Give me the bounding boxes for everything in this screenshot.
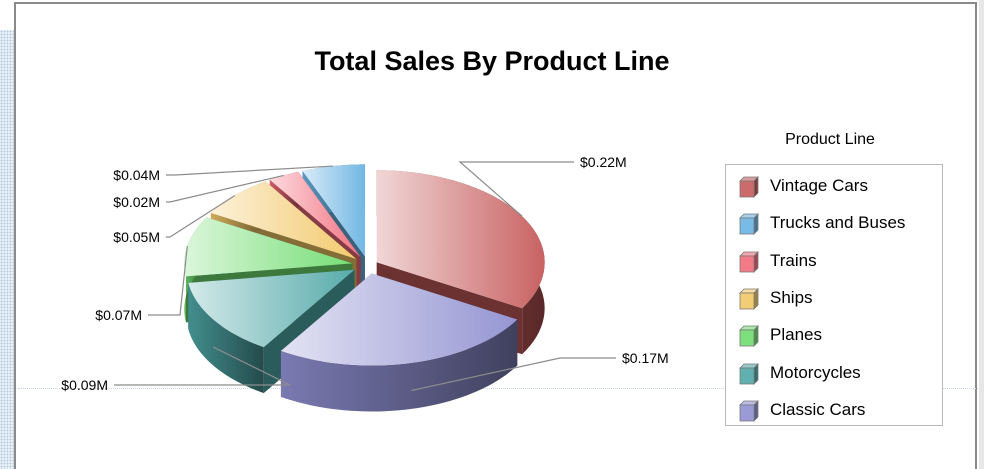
callout-line [114, 346, 291, 386]
slice-value-label: $0.05M [113, 229, 160, 245]
background-pattern-strip [0, 30, 18, 469]
legend-label: Planes [770, 325, 822, 345]
legend-label: Classic Cars [770, 399, 866, 419]
legend-label: Trains [770, 250, 817, 270]
legend-item: Motorcycles [738, 361, 861, 385]
callout-group: $0.22M $0.17M $0.09M $0.07M $0.05M $0.02M $0.0… [61, 154, 668, 393]
slice-value-label: $0.04M [113, 167, 160, 183]
legend: Vintage Cars Trucks and Buses Trains Ships P… [725, 164, 943, 426]
legend-swatch [738, 213, 759, 236]
dotted-guide-line [18, 388, 978, 389]
legend-label: Trucks and Buses [770, 213, 906, 233]
callout-line [166, 194, 236, 238]
callout-line [148, 245, 188, 316]
legend-item: Ships [738, 286, 813, 310]
legend-title: Product Line [785, 131, 875, 148]
legend-item: Vintage Cars [738, 174, 868, 198]
legend-label: Motorcycles [770, 362, 861, 382]
legend-swatch [738, 250, 759, 273]
callout-line [166, 165, 334, 176]
legend-swatch [738, 287, 759, 310]
legend-swatch [738, 362, 759, 385]
slice-value-label: $0.07M [95, 307, 142, 323]
slice-value-label: $0.09M [61, 377, 108, 393]
chart-title: Total Sales By Product Line [314, 46, 670, 76]
pie-slice-classic-cars [280, 273, 518, 412]
callout-line [166, 174, 284, 203]
callout-line [458, 161, 574, 217]
callout-line [411, 357, 616, 392]
slice-value-label: $0.17M [622, 350, 669, 366]
right-edge [979, 0, 984, 469]
legend-swatch [738, 176, 759, 198]
legend-label: Ships [770, 287, 813, 307]
legend-label: Vintage Cars [770, 176, 868, 195]
legend-item: Trucks and Buses [738, 211, 906, 236]
legend-item: Classic Cars [738, 398, 865, 422]
pie-group [184, 164, 545, 412]
slice-value-label: $0.02M [113, 194, 160, 210]
slice-value-label: $0.22M [580, 154, 627, 170]
legend-item: Planes [738, 323, 822, 348]
legend-swatch [738, 399, 759, 422]
legend-item: Trains [738, 249, 817, 273]
legend-swatch [738, 325, 759, 348]
